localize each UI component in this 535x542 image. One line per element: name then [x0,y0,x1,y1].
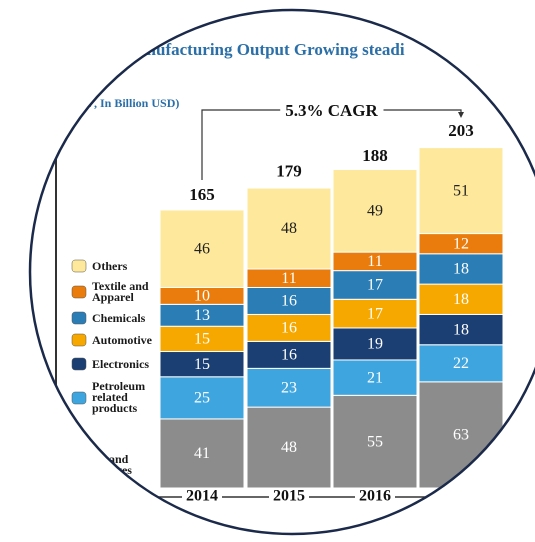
bar-segment [418,253,504,285]
segment-label: 13 [194,307,210,324]
bar-segment [246,406,332,489]
x-tick-label: 2016 [359,488,391,505]
x-tick-label: 2014 [186,488,218,505]
bar-segment [418,147,504,235]
segment-label: 10 [194,288,210,305]
bar-segment [332,169,418,253]
total-label: 203 [448,121,474,140]
chart-subtitle: 017, In Billion USD) [76,96,179,110]
label-bg [269,487,309,505]
label-bg [182,487,222,505]
segment-label: 16 [281,293,297,310]
legend-icon [71,311,87,325]
chart-title: Manufacturing Output Growing steadi [122,40,405,59]
legend-icon [71,391,87,405]
segment-label: 63 [453,427,469,444]
segment-label: 55 [367,433,383,450]
bar-segment [418,344,504,383]
segment-label: 22 [453,355,469,372]
legend-label: Textile and Apparel [92,279,152,304]
bar-segment [418,283,504,315]
bar-segment [332,270,418,300]
total-label: 165 [189,185,215,204]
legend-label: Automotive [92,333,153,347]
segment-label: 11 [281,270,296,287]
segment-label: 19 [367,336,383,353]
segment-label: 18 [453,261,469,278]
cagr-arrowhead [458,111,464,118]
bar-segment [246,340,332,369]
total-label: 179 [276,161,302,180]
bar-segment [332,327,418,361]
segment-label: 46 [194,240,210,257]
bar-segment [159,209,245,288]
segment-label: 18 [453,291,469,308]
segment-label: 16 [281,347,297,364]
bar-segment [246,187,332,270]
legend-label: Chemicals [92,311,146,325]
bar-segment [159,351,245,378]
bar-segment [332,359,418,396]
x-tick-label: 2015 [273,488,305,505]
legend-label: Petroleum related products [92,379,148,415]
segment-label: 18 [453,321,469,338]
bar-segment [246,286,332,315]
total-label: 188 [362,146,388,165]
legend-label: Others [92,259,128,273]
bar-segment [332,298,418,329]
segment-label: 15 [194,356,210,373]
legend-icon [71,357,87,371]
bar-segment [418,313,504,346]
frame-circle [28,8,535,536]
legend-icon [71,333,87,347]
segment-label: 48 [281,439,297,456]
segment-label: 25 [194,390,210,407]
legend-label: Electronics [92,357,149,371]
segment-label: 41 [194,445,210,462]
legend-icon [71,285,87,299]
annotation: 5.3% CAGR [285,101,378,120]
label-bg [355,487,395,505]
segment-label: 49 [367,202,383,219]
segment-label: 11 [367,253,382,270]
segment-label: 17 [367,277,383,294]
segment-label: 16 [281,320,297,337]
segment-label: 17 [367,305,383,322]
bar-segment [159,325,245,353]
bar-segment [332,394,418,489]
segment-label: 48 [281,220,297,237]
bar-segment [246,313,332,342]
segment-label: 12 [453,235,469,252]
legend-icon [71,259,87,273]
segment-label: 51 [453,182,469,199]
label-bg [280,101,384,120]
segment-label: 15 [194,331,210,348]
segment-label: 23 [281,379,297,396]
segment-label: 21 [367,369,383,386]
